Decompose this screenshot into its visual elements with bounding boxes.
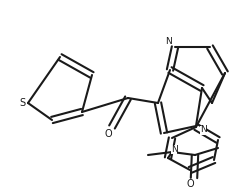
- Text: N: N: [165, 36, 171, 45]
- Text: N: N: [200, 126, 206, 135]
- Text: O: O: [104, 129, 112, 139]
- Text: O: O: [186, 179, 194, 189]
- Text: N: N: [171, 144, 177, 153]
- Text: S: S: [19, 98, 25, 108]
